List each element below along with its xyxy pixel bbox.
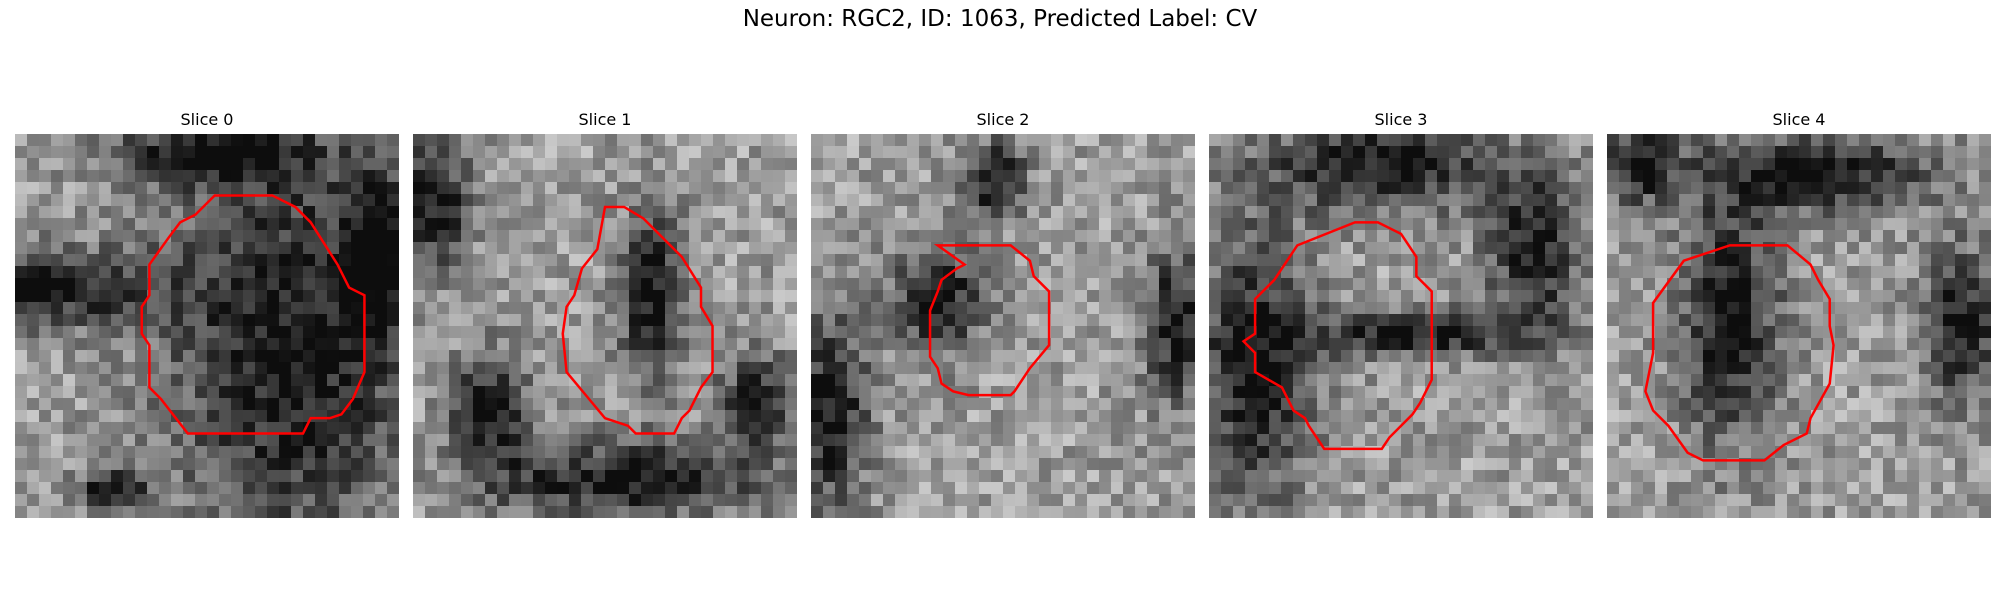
slice-title-3: Slice 3 xyxy=(1374,110,1428,129)
slice-title-2: Slice 2 xyxy=(976,110,1030,129)
pixel-grid xyxy=(15,134,399,518)
slice-image-1 xyxy=(413,134,797,518)
slice-panel-0: Slice 0 xyxy=(15,110,399,518)
slice-panel-1: Slice 1 xyxy=(413,110,797,518)
pixel-grid xyxy=(811,134,1195,518)
roi-contour xyxy=(140,194,366,435)
pixel-grid xyxy=(1209,134,1593,518)
slice-title-0: Slice 0 xyxy=(180,110,234,129)
roi-contour xyxy=(1241,221,1433,451)
slice-image-3 xyxy=(1209,134,1593,518)
roi-contour xyxy=(1644,244,1835,462)
slice-title-4: Slice 4 xyxy=(1772,110,1826,129)
slice-panel-2: Slice 2 xyxy=(811,110,1195,518)
roi-contour xyxy=(561,205,714,435)
slice-image-4 xyxy=(1607,134,1991,518)
slice-image-2 xyxy=(811,134,1195,518)
slice-image-0 xyxy=(15,134,399,518)
slice-panel-3: Slice 3 xyxy=(1209,110,1593,518)
slice-title-1: Slice 1 xyxy=(578,110,632,129)
pixel-grid xyxy=(1607,134,1991,518)
slice-panel-4: Slice 4 xyxy=(1607,110,1991,518)
pixel-grid xyxy=(413,134,797,518)
roi-contour xyxy=(928,244,1051,397)
figure-title: Neuron: RGC2, ID: 1063, Predicted Label:… xyxy=(742,6,1258,32)
